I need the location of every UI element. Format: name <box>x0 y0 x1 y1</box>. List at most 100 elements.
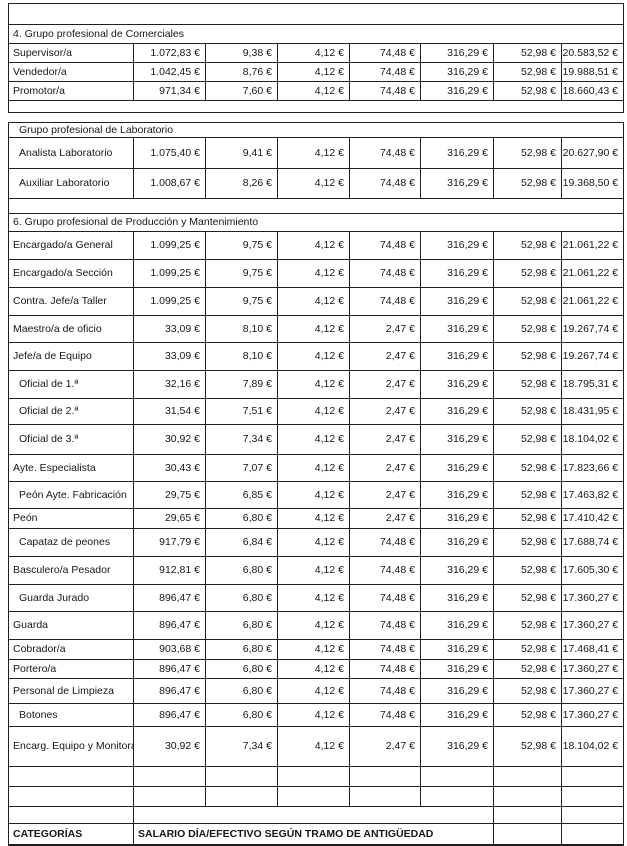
value-cell: 4,12 € <box>277 481 350 509</box>
empty-cell <box>277 786 350 807</box>
value-cell: 1.072,83 € <box>133 43 206 63</box>
category-cell: Oficial de 2.ª <box>8 398 134 425</box>
value-cell: 4,12 € <box>277 43 350 63</box>
category-cell: Botones <box>8 703 134 727</box>
value-cell: 1.042,45 € <box>133 62 206 82</box>
value-cell: 52,98 € <box>493 315 562 343</box>
value-cell: 33,09 € <box>133 342 206 371</box>
table-row: Maestro/a de oficio 33,09 €8,10 €4,12 €2,… <box>8 315 625 343</box>
value-cell: 6,80 € <box>205 703 278 727</box>
value-cell: 6,84 € <box>205 528 278 557</box>
value-cell: 17.688,74 € <box>560 528 625 557</box>
value-cell: 6,80 € <box>205 678 278 704</box>
value-cell: 17.605,30 € <box>560 556 625 585</box>
value-cell: 18.104,02 € <box>560 726 625 767</box>
value-cell: 17.360,27 € <box>560 678 625 704</box>
value-cell: 316,29 € <box>420 43 494 63</box>
value-cell: 2,47 € <box>349 726 421 767</box>
category-cell: Oficial de 3.ª <box>8 424 134 455</box>
empty-cell <box>493 766 562 787</box>
value-cell: 316,29 € <box>420 703 494 727</box>
value-cell: 9,38 € <box>205 43 278 63</box>
table-row: Peón 29,65 €6,80 €4,12 €2,47 €316,29 €52,… <box>8 508 625 529</box>
value-cell: 903,68 € <box>133 639 206 660</box>
value-cell: 30,43 € <box>133 454 206 482</box>
value-cell: 1.099,25 € <box>133 287 206 316</box>
category-cell: Cobrador/a <box>8 639 134 660</box>
table-row: Oficial de 3.ª 30,92 €7,34 €4,12 €2,47 €3… <box>8 424 625 455</box>
value-cell: 17.360,27 € <box>560 659 625 679</box>
value-cell: 316,29 € <box>420 81 494 101</box>
value-cell: 4,12 € <box>277 424 350 455</box>
value-cell: 896,47 € <box>133 584 206 612</box>
value-cell: 74,48 € <box>349 43 421 63</box>
value-cell: 52,98 € <box>493 231 562 260</box>
section-row: 4. Grupo profesional de Comerciales <box>8 24 624 44</box>
value-cell: 1.075,40 € <box>133 137 206 169</box>
value-cell: 52,98 € <box>493 454 562 482</box>
value-cell: 21.061,22 € <box>560 259 625 288</box>
value-cell: 30,92 € <box>133 424 206 455</box>
value-cell: 316,29 € <box>420 508 494 529</box>
value-cell: 52,98 € <box>493 342 562 371</box>
value-cell: 4,12 € <box>277 81 350 101</box>
value-cell: 316,29 € <box>420 424 494 455</box>
value-cell: 896,47 € <box>133 703 206 727</box>
value-cell: 316,29 € <box>420 639 494 660</box>
empty-cell <box>8 786 134 807</box>
value-cell: 52,98 € <box>493 611 562 640</box>
empty-cols-row <box>8 786 625 807</box>
value-cell: 2,47 € <box>349 315 421 343</box>
value-cell: 21.061,22 € <box>560 287 625 316</box>
value-cell: 30,92 € <box>133 726 206 767</box>
category-cell: Oficial de 1.ª <box>8 370 134 399</box>
table-row: Basculero/a Pesador 912,81 €6,80 €4,12 €7… <box>8 556 625 585</box>
value-cell: 316,29 € <box>420 454 494 482</box>
value-cell: 52,98 € <box>493 481 562 509</box>
table-row: Supervisor/a 1.072,83 €9,38 €4,12 €74,48 … <box>8 43 624 63</box>
category-cell: Capataz de peones <box>8 528 134 557</box>
empty-cell <box>133 766 206 787</box>
value-cell: 52,98 € <box>493 259 562 288</box>
value-cell: 74,48 € <box>349 62 421 82</box>
value-cell: 316,29 € <box>420 287 494 316</box>
value-cell: 20.583,52 € <box>561 43 624 63</box>
value-cell: 74,48 € <box>349 81 421 101</box>
category-cell: Contra. Jefe/a Taller <box>8 287 134 316</box>
value-cell: 6,80 € <box>205 659 278 679</box>
empty-cell <box>8 766 134 787</box>
table-row: Analista Laboratorio 1.075,40 €9,41 €4,12… <box>8 137 625 169</box>
section-header: Grupo profesional de Laboratorio <box>7 122 625 138</box>
value-cell: 74,48 € <box>349 678 421 704</box>
value-cell: 2,47 € <box>349 481 421 509</box>
value-cell: 7,34 € <box>205 424 278 455</box>
empty-cell <box>205 766 278 787</box>
category-cell: Peón <box>8 508 134 529</box>
salary-table-block-laboratorio-produccion: Grupo profesional de Laboratorio Analista… <box>7 122 625 846</box>
value-cell: 7,34 € <box>205 726 278 767</box>
value-cell: 74,48 € <box>349 584 421 612</box>
value-cell: 6,80 € <box>205 584 278 612</box>
value-cell: 29,65 € <box>133 508 206 529</box>
value-cell: 20.627,90 € <box>560 137 625 169</box>
value-cell: 74,48 € <box>349 703 421 727</box>
value-cell: 316,29 € <box>420 556 494 585</box>
value-cell: 4,12 € <box>277 454 350 482</box>
value-cell: 19.267,74 € <box>560 342 625 371</box>
value-cell: 4,12 € <box>277 137 350 169</box>
value-cell: 18.795,31 € <box>560 370 625 399</box>
value-cell: 8,76 € <box>205 62 278 82</box>
value-cell: 52,98 € <box>493 639 562 660</box>
category-cell: Basculero/a Pesador <box>8 556 134 585</box>
footer-salary-note: SALARIO DÍA/EFECTIVO SEGÚN TRAMO DE ANTI… <box>133 823 494 845</box>
value-cell: 896,47 € <box>133 611 206 640</box>
empty-cell <box>493 806 562 824</box>
value-cell: 9,75 € <box>205 287 278 316</box>
value-cell: 52,98 € <box>493 703 562 727</box>
empty-cell <box>133 786 206 807</box>
value-cell: 4,12 € <box>277 703 350 727</box>
table-row: Promotor/a 971,34 €7,60 €4,12 €74,48 €316… <box>8 81 624 101</box>
value-cell: 17.410,42 € <box>560 508 625 529</box>
empty-full-row <box>8 3 624 25</box>
section-gap <box>8 113 627 122</box>
